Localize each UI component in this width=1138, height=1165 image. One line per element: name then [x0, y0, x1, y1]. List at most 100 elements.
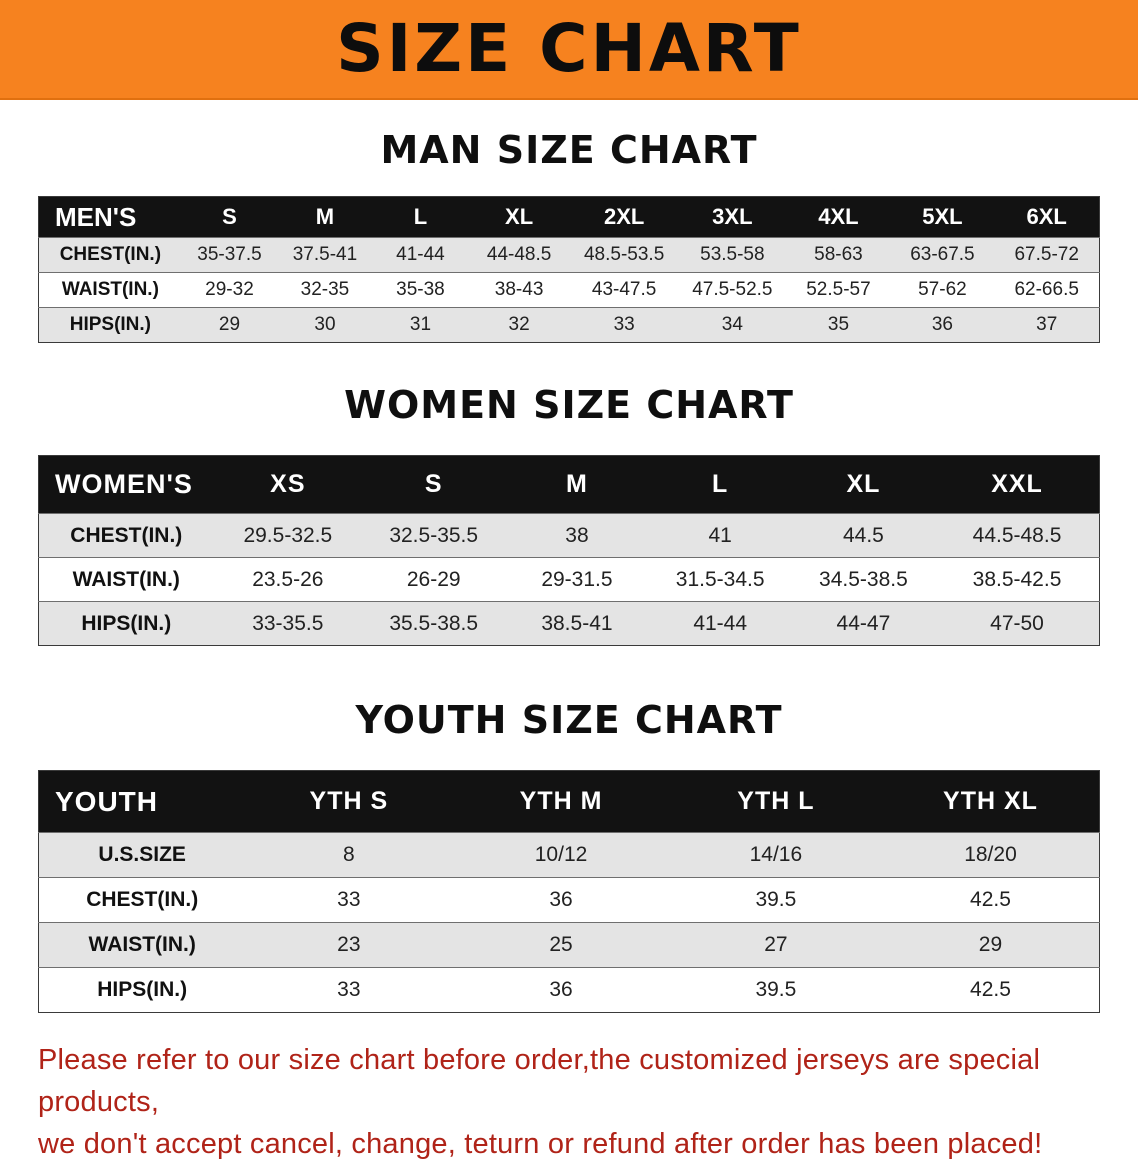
table-cell: 38.5-41	[505, 601, 649, 646]
size-column-header: S	[362, 455, 506, 514]
table-cell: 29	[181, 307, 278, 343]
table-cell: 41	[648, 513, 792, 558]
table-row-chest: CHEST(IN.) 35-37.5 37.5-41 41-44 44-48.5…	[38, 237, 1100, 273]
table-cell: 43-47.5	[570, 272, 679, 308]
women-header-row: WOMEN'S XS S M L XL XXL	[38, 455, 1100, 514]
table-cell: 29-32	[181, 272, 278, 308]
table-cell: 34.5-38.5	[791, 557, 936, 602]
size-column-header: YTH M	[452, 770, 670, 833]
youth-section-heading: YOUTH SIZE CHART	[355, 698, 783, 742]
table-cell: 57-62	[890, 272, 995, 308]
size-column-header: L	[648, 455, 792, 514]
table-cell: 29	[881, 922, 1100, 968]
table-cell: 31	[372, 307, 469, 343]
row-label: CHEST(IN.)	[38, 877, 246, 923]
table-cell: 35	[786, 307, 891, 343]
table-row-hips: HIPS(IN.) 33-35.5 35.5-38.5 38.5-41 41-4…	[38, 601, 1100, 646]
youth-size-section: YOUTH SIZE CHART YOUTH YTH S YTH M YTH L…	[0, 698, 1138, 1013]
table-cell: 8	[245, 832, 453, 878]
men-corner-label: MEN'S	[38, 196, 182, 238]
table-cell: 33	[245, 967, 453, 1013]
table-cell: 53.5-58	[678, 237, 787, 273]
table-cell: 44-48.5	[468, 237, 571, 273]
men-section-heading: MAN SIZE CHART	[380, 128, 758, 172]
men-header-row: MEN'S S M L XL 2XL 3XL 4XL 5XL 6XL	[38, 196, 1100, 238]
row-label: HIPS(IN.)	[38, 307, 182, 343]
table-cell: 32	[468, 307, 571, 343]
table-cell: 29.5-32.5	[213, 513, 363, 558]
table-cell: 32.5-35.5	[362, 513, 506, 558]
table-cell: 42.5	[881, 967, 1100, 1013]
size-column-header: 4XL	[786, 196, 891, 238]
row-label: U.S.SIZE	[38, 832, 246, 878]
table-cell: 47-50	[935, 601, 1100, 646]
table-row-waist: WAIST(IN.) 23 25 27 29	[38, 922, 1100, 968]
table-row-waist: WAIST(IN.) 29-32 32-35 35-38 38-43 43-47…	[38, 272, 1100, 308]
table-cell: 33	[245, 877, 453, 923]
table-cell: 37	[994, 307, 1100, 343]
table-cell: 23.5-26	[213, 557, 363, 602]
page-title: SIZE CHART	[336, 10, 802, 87]
table-cell: 34	[678, 307, 787, 343]
row-label: WAIST(IN.)	[38, 922, 246, 968]
size-column-header: 3XL	[678, 196, 787, 238]
table-cell: 30	[277, 307, 373, 343]
table-row-chest: CHEST(IN.) 29.5-32.5 32.5-35.5 38 41 44.…	[38, 513, 1100, 558]
size-column-header: 6XL	[994, 196, 1100, 238]
table-row-hips: HIPS(IN.) 29 30 31 32 33 34 35 36 37	[38, 307, 1100, 343]
women-size-section: WOMEN SIZE CHART WOMEN'S XS S M L XL XXL…	[0, 383, 1138, 646]
disclaimer-note: Please refer to our size chart before or…	[38, 1039, 1108, 1165]
size-column-header: L	[372, 196, 469, 238]
size-column-header: YTH S	[245, 770, 453, 833]
table-cell: 48.5-53.5	[570, 237, 679, 273]
youth-header-row: YOUTH YTH S YTH M YTH L YTH XL	[38, 770, 1100, 833]
table-cell: 44-47	[791, 601, 936, 646]
table-cell: 38	[505, 513, 649, 558]
table-cell: 36	[890, 307, 995, 343]
disclaimer-line-2: we don't accept cancel, change, teturn o…	[38, 1128, 1043, 1161]
size-column-header: M	[505, 455, 649, 514]
women-corner-label: WOMEN'S	[38, 455, 214, 514]
youth-corner-label: YOUTH	[38, 770, 246, 833]
table-cell: 18/20	[881, 832, 1100, 878]
size-column-header: XXL	[935, 455, 1100, 514]
men-size-table: MEN'S S M L XL 2XL 3XL 4XL 5XL 6XL CHEST…	[38, 196, 1100, 343]
size-column-header: 5XL	[890, 196, 995, 238]
table-row-chest: CHEST(IN.) 33 36 39.5 42.5	[38, 877, 1100, 923]
table-row-us-size: U.S.SIZE 8 10/12 14/16 18/20	[38, 832, 1100, 878]
size-column-header: 2XL	[570, 196, 679, 238]
table-cell: 35-37.5	[181, 237, 278, 273]
table-cell: 62-66.5	[994, 272, 1100, 308]
row-label: WAIST(IN.)	[38, 557, 214, 602]
men-size-section: MAN SIZE CHART MEN'S S M L XL 2XL 3XL 4X…	[0, 128, 1138, 343]
size-column-header: YTH XL	[881, 770, 1100, 833]
row-label: HIPS(IN.)	[38, 967, 246, 1013]
table-cell: 36	[452, 967, 670, 1013]
women-section-heading: WOMEN SIZE CHART	[344, 383, 794, 427]
size-column-header: YTH L	[669, 770, 882, 833]
table-cell: 44.5-48.5	[935, 513, 1100, 558]
size-column-header: XS	[213, 455, 363, 514]
table-cell: 63-67.5	[890, 237, 995, 273]
table-cell: 23	[245, 922, 453, 968]
table-cell: 10/12	[452, 832, 670, 878]
row-label: WAIST(IN.)	[38, 272, 182, 308]
table-cell: 52.5-57	[786, 272, 891, 308]
table-cell: 38-43	[468, 272, 571, 308]
table-cell: 41-44	[648, 601, 792, 646]
size-column-header: M	[277, 196, 373, 238]
table-cell: 36	[452, 877, 670, 923]
table-cell: 35-38	[372, 272, 469, 308]
table-cell: 32-35	[277, 272, 373, 308]
table-cell: 37.5-41	[277, 237, 373, 273]
table-cell: 33	[570, 307, 679, 343]
size-column-header: XL	[791, 455, 936, 514]
row-label: CHEST(IN.)	[38, 513, 214, 558]
table-cell: 31.5-34.5	[648, 557, 792, 602]
size-column-header: XL	[468, 196, 571, 238]
disclaimer-line-1: Please refer to our size chart before or…	[38, 1044, 1041, 1119]
table-cell: 44.5	[791, 513, 936, 558]
table-cell: 25	[452, 922, 670, 968]
table-cell: 38.5-42.5	[935, 557, 1100, 602]
youth-size-table: YOUTH YTH S YTH M YTH L YTH XL U.S.SIZE …	[38, 770, 1100, 1013]
